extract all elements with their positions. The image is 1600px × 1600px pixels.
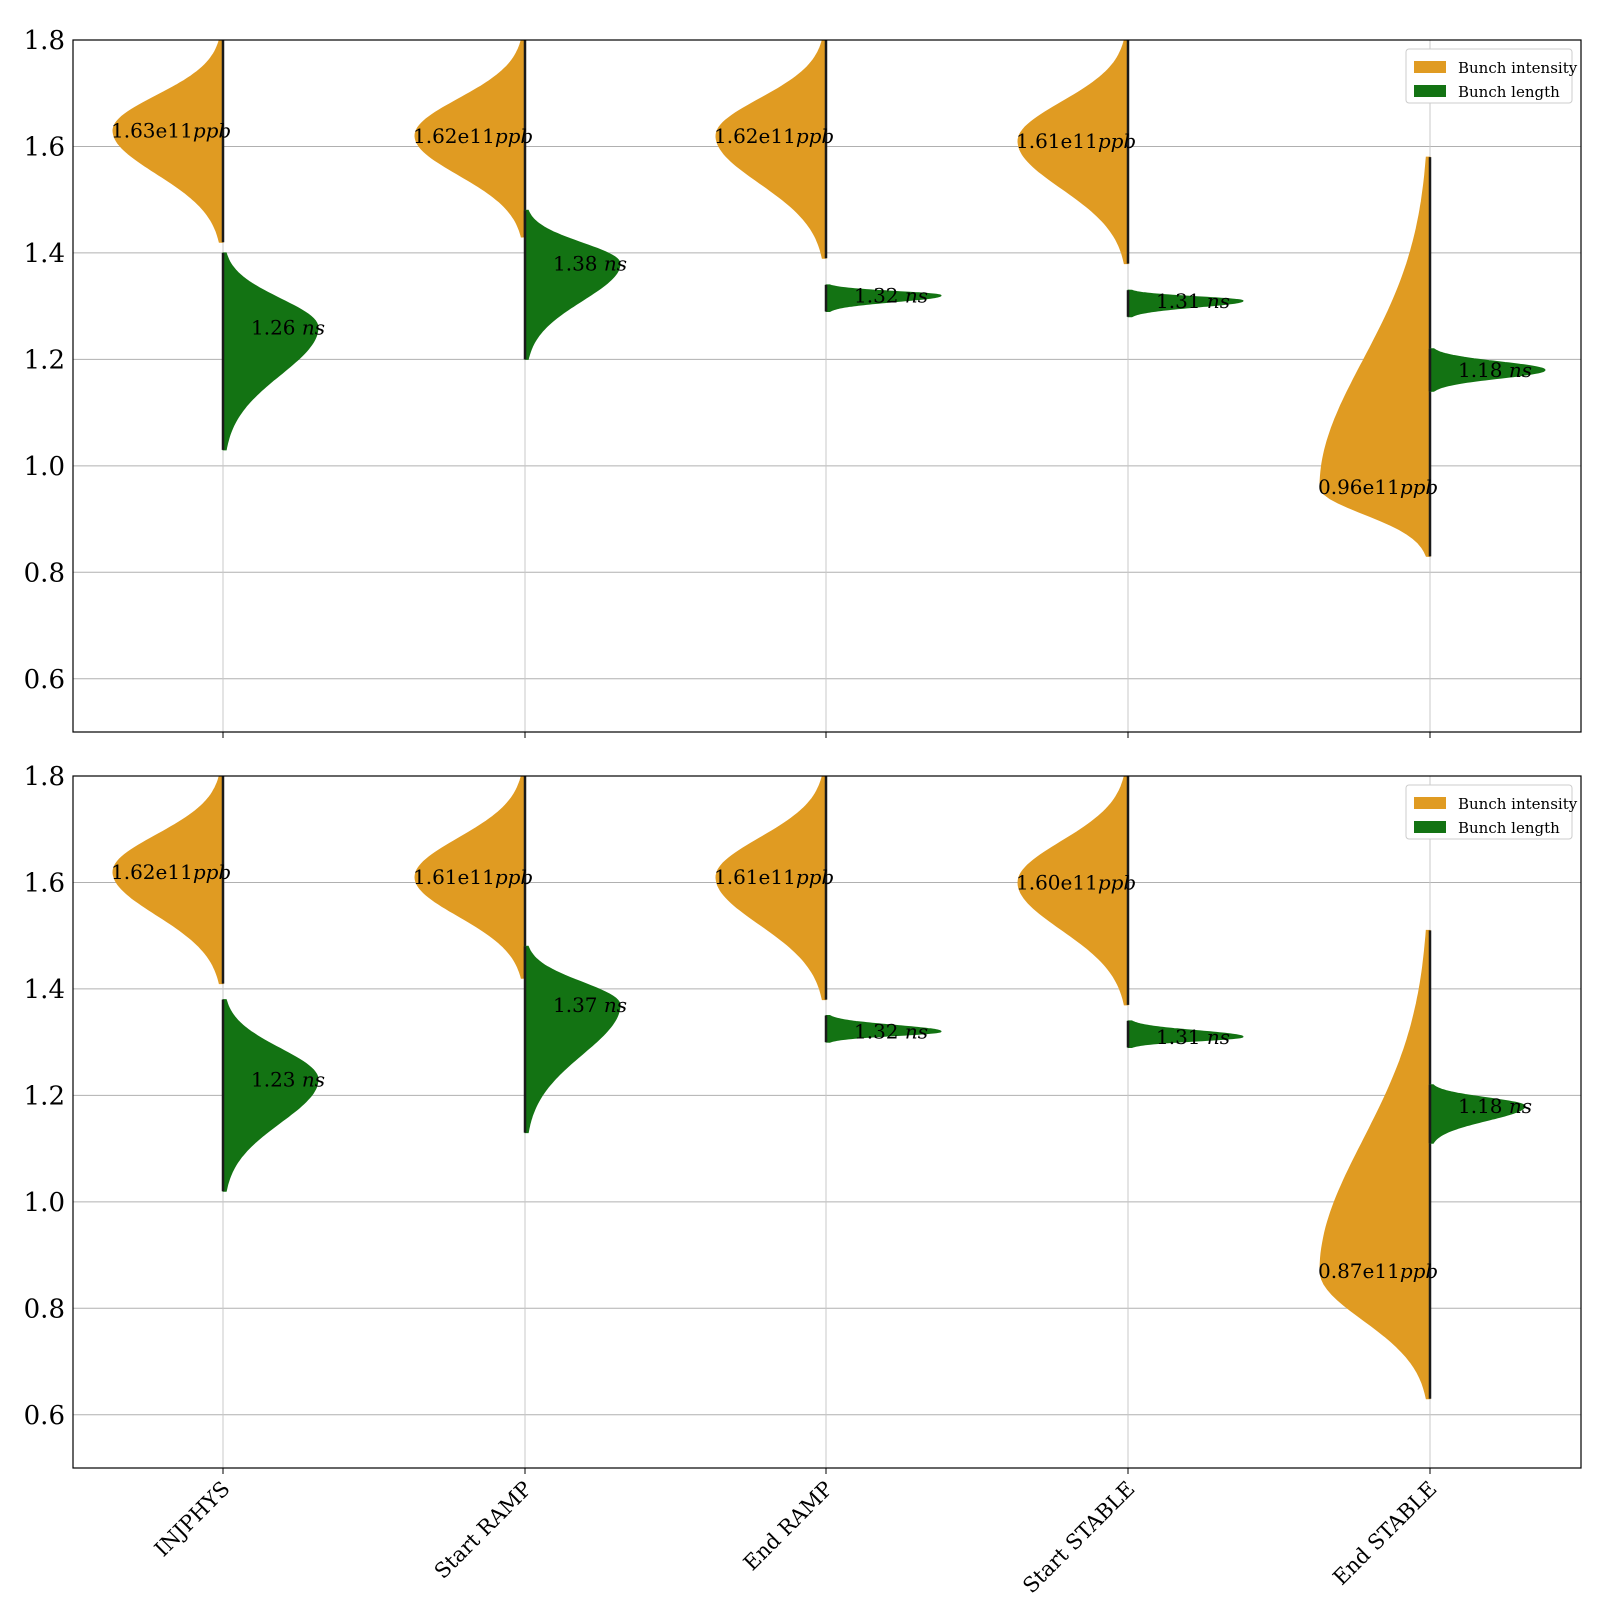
y-tick-label: 1.6 [24,132,65,162]
y-tick-label: 1.2 [24,1081,65,1111]
violin-intensity [112,39,224,243]
y-tick-label: 1.0 [24,452,65,482]
y-tick-label: 1.8 [24,762,65,792]
legend: Bunch intensity Bunch length [1405,48,1578,104]
x-tick-label: Start STABLE [1018,1477,1139,1598]
legend-swatch [1414,85,1446,97]
legend-label: Bunch intensity [1458,59,1578,77]
intensity-label: 1.61e11ppb [1016,129,1136,153]
legend-swatch [1414,821,1446,833]
chart-panel-2: 0.6 0.8 1.0 1.2 1.4 1.6 1.8 1.62e11ppb 1.61e11pp… [24,762,1582,1598]
intensity-label: 1.63e11ppb [111,118,231,142]
length-label: 1.18 ns [1458,358,1532,382]
violin-length [825,284,942,313]
length-label: 1.31 ns [1156,289,1230,313]
y-tick-label: 1.2 [24,345,65,375]
violin-length [1429,1084,1526,1144]
length-label: 1.31 ns [1156,1025,1230,1049]
violin-intensity [715,775,827,1001]
violin-intensity [1017,39,1129,265]
legend-label: Bunch intensity [1458,795,1578,813]
length-label: 1.32 ns [854,1020,928,1044]
legend: Bunch intensity Bunch length [1405,784,1578,840]
violin-intensity [1017,775,1129,1006]
x-tick-label: End RAMP [739,1477,838,1576]
y-tick-label: 1.4 [24,975,65,1005]
legend-box [1405,784,1573,840]
legend-label: Bunch length [1458,819,1560,837]
y-tick-label: 0.8 [24,1294,65,1324]
chart-panel-1: 0.6 0.8 1.0 1.2 1.4 1.6 1.8 1.63e11ppb 1.62e11pp… [24,26,1582,738]
violin-length [825,1014,942,1043]
length-label: 1.23 ns [251,1067,325,1091]
violin-length [1127,289,1244,318]
violin-length [222,999,319,1192]
axes-frame [72,775,1582,1469]
intensity-label: 1.62e11ppb [413,124,533,148]
intensity-label: 0.87e11ppb [1318,1259,1438,1283]
violin-intensity [1319,929,1431,1400]
intensity-label: 1.61e11ppb [714,865,834,889]
length-label: 1.26 ns [251,315,325,339]
y-tick-label: 1.0 [24,1188,65,1218]
violin-length [1429,348,1546,392]
legend-box [1405,48,1573,104]
axes-frame [72,39,1582,733]
intensity-label: 1.60e11ppb [1016,870,1136,894]
length-label: 1.32 ns [854,284,928,308]
violin-intensity [1319,156,1431,557]
length-label: 1.37 ns [553,993,627,1017]
y-tick-label: 1.6 [24,868,65,898]
y-tick-label: 1.8 [24,26,65,56]
violin-length [524,209,621,360]
y-tick-label: 0.8 [24,558,65,588]
intensity-label: 0.96e11ppb [1318,475,1438,499]
y-tick-label: 0.6 [24,665,65,695]
length-label: 1.38 ns [553,252,627,276]
length-label: 1.18 ns [1458,1094,1532,1118]
intensity-label: 1.62e11ppb [111,860,231,884]
violin-intensity [715,39,827,259]
violin-intensity [414,39,526,238]
x-tick-label: End STABLE [1328,1477,1441,1590]
violin-length [524,945,621,1134]
violin-intensity [414,775,526,979]
x-tick-label: Start RAMP [430,1477,537,1584]
y-tick-label: 0.6 [24,1401,65,1431]
violin-intensity [112,775,224,985]
violin-length [222,252,319,451]
legend-label: Bunch length [1458,83,1560,101]
intensity-label: 1.62e11ppb [714,124,834,148]
intensity-label: 1.61e11ppb [413,865,533,889]
violin-length [1127,1020,1244,1049]
legend-swatch [1414,61,1446,73]
y-tick-label: 1.4 [24,239,65,269]
legend-swatch [1414,797,1446,809]
x-tick-label: INJPHYS [150,1477,235,1562]
